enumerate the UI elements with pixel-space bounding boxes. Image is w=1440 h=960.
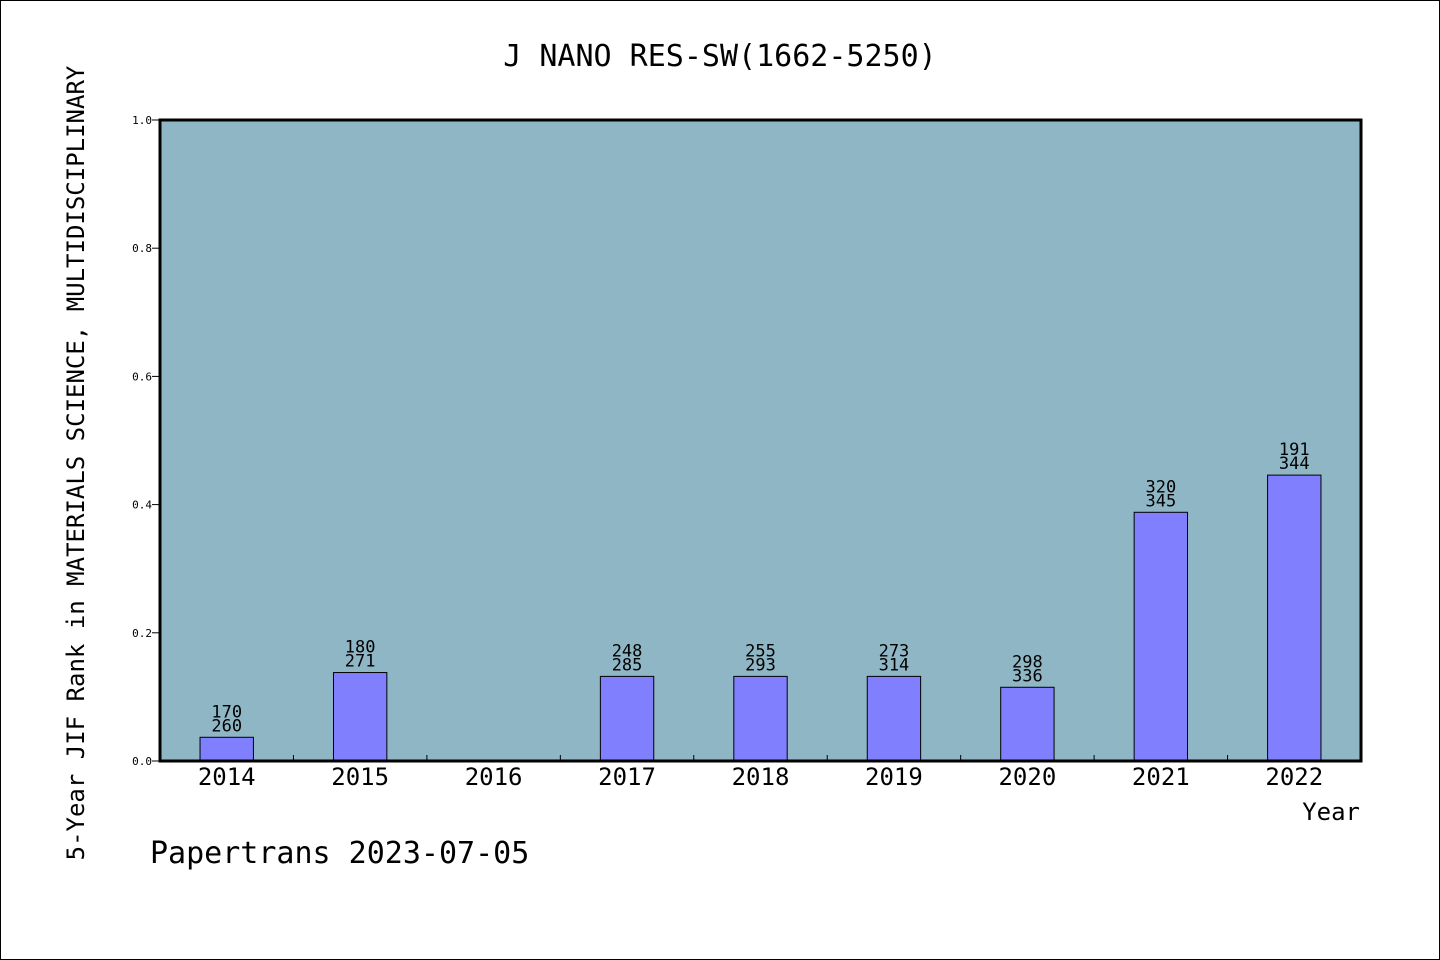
- bar-rank-label: 170: [211, 702, 242, 722]
- footer-credit: Papertrans 2023-07-05: [150, 836, 529, 871]
- bar-2017: [599, 675, 655, 762]
- bar-total-label: 344: [1279, 454, 1310, 474]
- y-tick-label: 1.0: [132, 114, 152, 127]
- x-tick-label-2021: 2021: [1132, 763, 1190, 791]
- bar-total-label: 271: [345, 652, 376, 672]
- bar-2014: [199, 736, 254, 762]
- x-tick-label-2014: 2014: [198, 763, 256, 791]
- y-axis-label: 5-Year JIF Rank in MATERIALS SCIENCE, MU…: [62, 65, 90, 860]
- bar-2020: [1000, 686, 1055, 762]
- bar-rank-label: 255: [745, 641, 776, 661]
- chart-title: J NANO RES-SW(1662-5250): [503, 39, 936, 74]
- bar-2019: [866, 675, 922, 762]
- x-tick-label-2019: 2019: [865, 763, 923, 791]
- bar-rank-label: 273: [879, 641, 910, 661]
- bar-2018: [733, 675, 788, 762]
- y-tick-label: 0.4: [132, 499, 152, 512]
- x-tick-label-2015: 2015: [331, 763, 389, 791]
- x-tick-label-2020: 2020: [998, 763, 1056, 791]
- bars-group: [199, 474, 1322, 762]
- x-tick-labels-group: 2014 2015 2016 2017 2018 2019 2020 2021 2022: [198, 763, 1323, 791]
- bar-total-label: 336: [1012, 666, 1043, 686]
- bar-total-label: 285: [612, 655, 643, 675]
- bar-total-label: 260: [211, 716, 242, 736]
- x-tick-label-2022: 2022: [1265, 763, 1323, 791]
- y-tick-label: 0.2: [132, 627, 152, 640]
- bar-total-label: 314: [879, 655, 910, 675]
- y-tick-label: 0.0: [132, 755, 152, 768]
- bar-2015: [332, 672, 388, 762]
- bar-rank-label: 248: [612, 641, 643, 661]
- x-tick-label-2017: 2017: [598, 763, 656, 791]
- y-tick-label: 0.8: [132, 242, 152, 255]
- x-axis-label: Year: [1302, 798, 1360, 826]
- bar-rank-label: 320: [1145, 477, 1176, 497]
- bar-2021: [1133, 511, 1189, 762]
- bar-rank-label: 191: [1279, 440, 1310, 460]
- bar-rank-label: 180: [345, 638, 376, 658]
- bar-total-label: 293: [745, 655, 776, 675]
- y-tick-label: 0.6: [132, 370, 152, 383]
- x-tick-label-2018: 2018: [732, 763, 790, 791]
- plot-border: [158, 118, 1363, 763]
- bar-total-label: 345: [1145, 491, 1176, 511]
- y-axis-ticks: 0.0 0.2 0.4 0.6 0.8 1.0: [132, 114, 160, 768]
- x-tick-label-2016: 2016: [465, 763, 523, 791]
- bar-rank-label: 298: [1012, 652, 1043, 672]
- bar-2022: [1267, 474, 1322, 762]
